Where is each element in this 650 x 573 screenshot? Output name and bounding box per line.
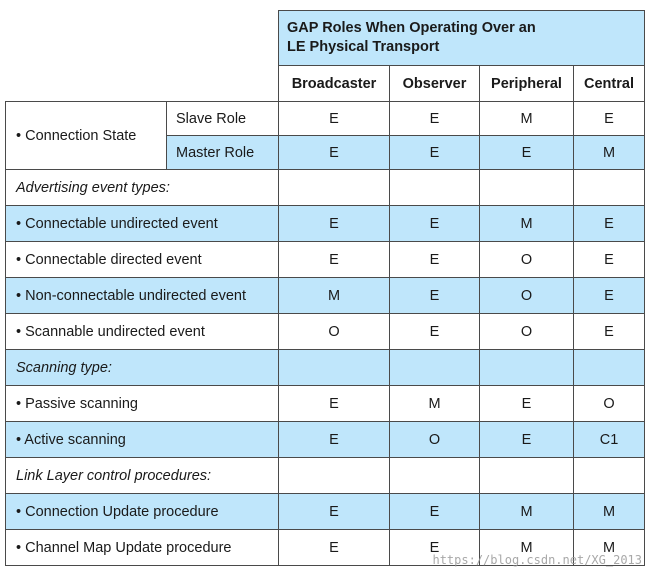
cell-value: E [573, 205, 645, 242]
table-row: • Connectable directed event E E O E [5, 241, 645, 278]
table-row: • Connection Update procedure E E M M [5, 493, 645, 530]
cell-value: E [389, 241, 480, 278]
table-row: • Connectable undirected event E E M E [5, 205, 645, 242]
table-row: • Scannable undirected event O E O E [5, 313, 645, 350]
cell-value: E [573, 241, 645, 278]
cell-value: E [479, 135, 574, 170]
cell-value: E [278, 385, 390, 422]
cell-value: E [389, 277, 480, 314]
cell-value: E [278, 529, 390, 566]
cell-value: O [573, 385, 645, 422]
cell-value: M [479, 493, 574, 530]
table-title-line1: GAP Roles When Operating Over an [287, 20, 536, 36]
cell-value: M [573, 493, 645, 530]
col-header-broadcaster: Broadcaster [278, 65, 390, 102]
slave-role-label: Slave Role [166, 101, 279, 136]
cell-value: E [389, 101, 480, 136]
cell-value: O [278, 313, 390, 350]
table-row: • Non-connectable undirected event M E O… [5, 277, 645, 314]
cell-value: E [573, 101, 645, 136]
master-role-label: Master Role [166, 135, 279, 170]
row-label: • Channel Map Update procedure [5, 529, 279, 566]
cell-value: E [573, 277, 645, 314]
cell-value: O [479, 277, 574, 314]
cell-value: M [389, 385, 480, 422]
cell-value: E [389, 205, 480, 242]
cell-value: M [479, 529, 574, 566]
section-row-scanning: Scanning type: [5, 349, 645, 386]
cell-value: E [278, 101, 390, 136]
header-columns-row: Broadcaster Observer Peripheral Central [5, 65, 645, 102]
row-label: • Connection Update procedure [5, 493, 279, 530]
cell-value: E [389, 493, 480, 530]
row-label: • Connectable directed event [5, 241, 279, 278]
cell-value: E [278, 493, 390, 530]
cell-value: O [479, 241, 574, 278]
row-label: • Passive scanning [5, 385, 279, 422]
cell-value: E [479, 385, 574, 422]
cell-value: M [573, 135, 645, 170]
cell-value: M [479, 205, 574, 242]
cell-value: E [389, 135, 480, 170]
table-row: Master Role E E E M [6, 135, 645, 170]
cell-value: E [389, 529, 480, 566]
cell-value: E [278, 421, 390, 458]
header-title-row: GAP Roles When Operating Over an LE Phys… [5, 10, 645, 66]
cell-value: M [573, 529, 645, 566]
cell-value: O [479, 313, 574, 350]
col-header-observer: Observer [389, 65, 480, 102]
gap-roles-table: GAP Roles When Operating Over an LE Phys… [5, 10, 645, 566]
cell-value: M [278, 277, 390, 314]
table-row: • Connection State Slave Role E E M E [5, 101, 645, 170]
cell-value: E [278, 205, 390, 242]
table-title-line2: LE Physical Transport [287, 39, 440, 55]
table-row: • Channel Map Update procedure E E M M [5, 529, 645, 566]
col-header-central: Central [573, 65, 645, 102]
section-title: Scanning type: [5, 349, 279, 386]
cell-value: E [278, 135, 390, 170]
cell-value: E [479, 421, 574, 458]
table-title: GAP Roles When Operating Over an LE Phys… [278, 10, 645, 66]
cell-value: E [573, 313, 645, 350]
section-row-advertising: Advertising event types: [5, 169, 645, 206]
cell-value: M [479, 101, 574, 136]
connection-state-label: • Connection State [5, 101, 167, 170]
row-label: • Connectable undirected event [5, 205, 279, 242]
row-label: • Active scanning [5, 421, 279, 458]
cell-value: E [389, 313, 480, 350]
col-header-peripheral: Peripheral [479, 65, 574, 102]
table-row: • Passive scanning E M E O [5, 385, 645, 422]
cell-value: O [389, 421, 480, 458]
watermark: https://blog.csdn.net/XG_2013 [432, 553, 642, 567]
table-row: • Active scanning E O E C1 [5, 421, 645, 458]
section-title: Link Layer control procedures: [5, 457, 279, 494]
cell-value: C1 [573, 421, 645, 458]
section-title: Advertising event types: [5, 169, 279, 206]
row-label: • Scannable undirected event [5, 313, 279, 350]
cell-value: E [278, 241, 390, 278]
section-row-link-layer: Link Layer control procedures: [5, 457, 645, 494]
row-label: • Non-connectable undirected event [5, 277, 279, 314]
